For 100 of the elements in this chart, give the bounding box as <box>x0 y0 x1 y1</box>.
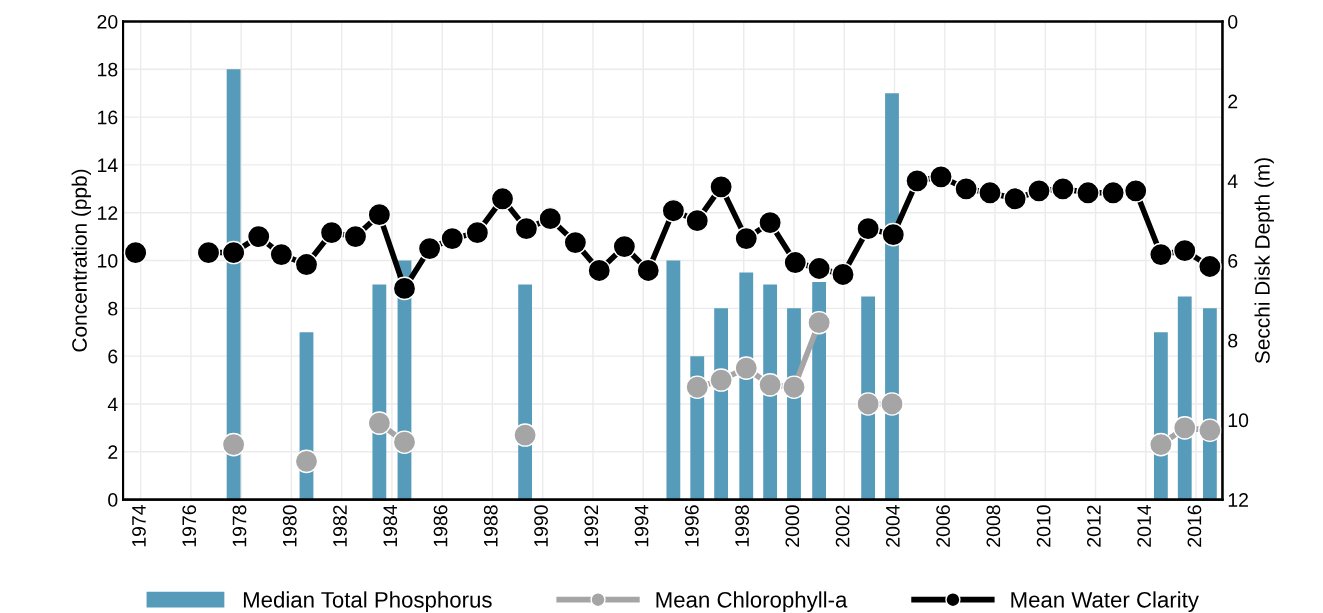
point <box>221 240 246 265</box>
x-tick-label: 1992 <box>584 505 599 547</box>
point <box>514 216 539 241</box>
point <box>440 226 465 251</box>
point <box>807 310 831 335</box>
point <box>758 373 782 397</box>
y-tick-label: 18 <box>98 62 118 77</box>
point <box>709 175 733 199</box>
x-tick-label: 2014 <box>1137 505 1152 547</box>
point <box>709 368 733 392</box>
point <box>1027 178 1051 203</box>
point <box>1172 238 1197 263</box>
y2-tick-label: 12 <box>1228 493 1248 507</box>
bar <box>372 284 387 500</box>
point <box>734 356 759 380</box>
point <box>392 276 417 301</box>
y2-axis-title: Secchi Disk Depth (m) <box>1254 158 1274 364</box>
point <box>196 240 221 265</box>
y-tick-label: 8 <box>108 301 118 316</box>
y2-tick-label: 4 <box>1227 174 1238 188</box>
point <box>685 375 710 400</box>
x-tick-label: 1980 <box>282 505 297 547</box>
y-tick-label: 4 <box>107 397 118 412</box>
x-tick-label: 1996 <box>684 505 699 547</box>
point <box>1149 432 1173 457</box>
bar <box>1177 296 1192 500</box>
point <box>392 430 417 455</box>
x-tick-label: 2006 <box>936 505 950 547</box>
legend-label: Median Total Phosphorus <box>243 591 492 613</box>
point <box>123 240 148 265</box>
point <box>1198 418 1222 443</box>
point <box>246 224 271 249</box>
point <box>465 220 490 245</box>
bar <box>666 260 681 500</box>
point <box>807 256 831 281</box>
point <box>978 180 1002 205</box>
y2-tick-label: 6 <box>1228 253 1238 268</box>
point <box>319 220 344 245</box>
x-tick-label: 1988 <box>483 505 498 547</box>
x-tick-label: 2002 <box>835 505 850 547</box>
point <box>1003 186 1027 211</box>
x-tick-label: 1990 <box>534 505 548 547</box>
point <box>417 236 442 261</box>
point <box>513 423 537 447</box>
y-tick-label: 16 <box>98 110 118 125</box>
point <box>831 262 855 287</box>
point <box>758 210 782 235</box>
y2-tick-label: 8 <box>1228 333 1238 348</box>
x-tick-label: 1998 <box>735 505 749 547</box>
y2-tick-label: 2 <box>1228 94 1238 109</box>
y-tick-label: 14 <box>98 158 118 172</box>
point <box>880 392 904 416</box>
point <box>1051 176 1075 201</box>
point <box>343 224 368 249</box>
point <box>221 432 246 457</box>
x-tick-label: 1976 <box>182 505 197 547</box>
y-tick-label: 2 <box>108 445 118 459</box>
x-tick-label: 1994 <box>634 505 649 547</box>
x-tick-label: 2000 <box>785 505 800 547</box>
point <box>367 202 392 227</box>
point <box>734 226 759 251</box>
point <box>881 222 906 247</box>
y-tick-label: 10 <box>98 253 118 268</box>
point <box>929 165 953 189</box>
point <box>294 449 319 474</box>
point <box>1149 242 1173 267</box>
legend-label: Mean Chlorophyll-a <box>656 591 848 613</box>
point <box>1076 180 1100 205</box>
x-tick-label: 2008 <box>986 505 1001 547</box>
point <box>612 234 637 259</box>
y2-tick-label: 0 <box>1228 14 1238 29</box>
point <box>587 258 612 283</box>
y-tick-label: 20 <box>97 14 118 29</box>
legend-label: Mean Water Clarity <box>1011 591 1199 613</box>
x-tick-label: 2016 <box>1187 505 1202 547</box>
point <box>490 186 515 211</box>
point <box>1101 180 1125 205</box>
y-tick-label: 12 <box>98 206 118 220</box>
point <box>685 208 710 233</box>
point <box>905 169 929 193</box>
x-tick-label: 2010 <box>1036 505 1051 547</box>
point <box>367 411 392 435</box>
x-tick-label: 1978 <box>232 505 247 547</box>
y-tick-label: 6 <box>108 349 118 364</box>
x-tick-label: 1984 <box>383 505 398 547</box>
point <box>636 258 661 283</box>
point <box>563 230 588 255</box>
point <box>661 198 686 223</box>
point <box>954 176 978 201</box>
x-tick-label: 1982 <box>333 505 347 547</box>
point <box>538 206 563 231</box>
x-tick-label: 1986 <box>433 505 448 547</box>
x-tick-label: 1974 <box>132 505 146 547</box>
point <box>294 252 319 277</box>
point <box>1198 254 1222 279</box>
point <box>782 375 806 400</box>
point <box>856 216 880 241</box>
point <box>269 242 294 267</box>
point <box>1123 178 1148 203</box>
y-tick-label: 0 <box>108 493 118 507</box>
